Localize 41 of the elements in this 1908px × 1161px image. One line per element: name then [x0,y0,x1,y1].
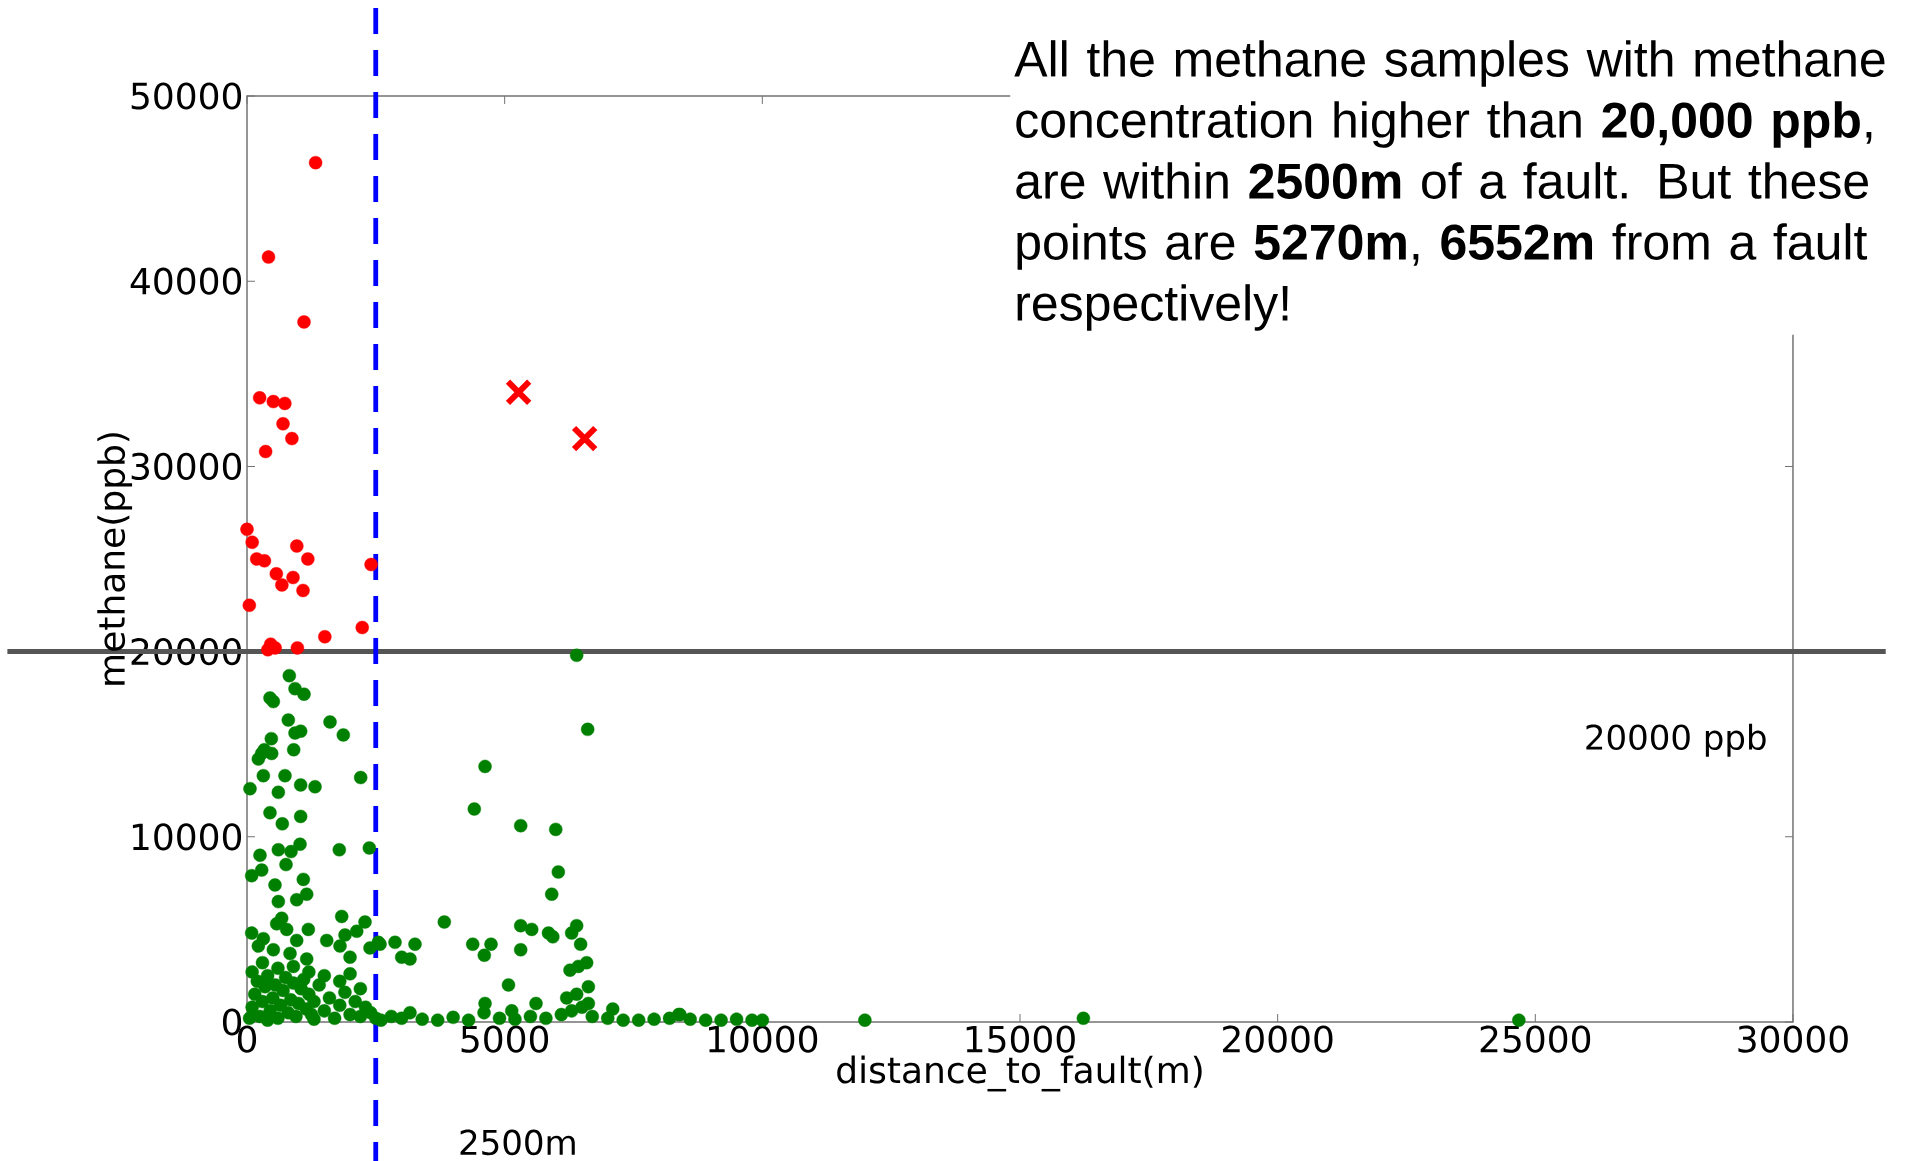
text: All the methane samples with methane concentration higher than 20,000 ppb, are within 2500m of a fault. But these points are 5270m, 6552m from a fault respectively! [1014,40,1885,331]
y-axis-title: methane(ppb) [97,433,133,685]
x-tick-label: 25000 [1480,1025,1591,1053]
point [245,535,259,550]
point [261,250,276,264]
y-tick-label: 50000 [131,82,242,110]
point [276,417,290,431]
point [258,444,273,459]
point [318,630,332,644]
x-axis-title: distance_to_fault(m) [837,1055,1202,1092]
point [261,643,275,657]
x-tick-label: 20000 [1223,1025,1333,1053]
point [296,583,310,598]
point [571,425,599,453]
x-tick-label: 10000 [709,1025,818,1053]
point [290,539,304,553]
y-tick-label: 40000 [130,267,242,295]
ref-line-label: 2500m [460,1129,575,1156]
point [278,396,292,411]
point [290,641,305,655]
point [285,431,299,446]
point [266,394,281,409]
y-tick-label: 10000 [132,823,242,851]
x-tick-label: 15000 [966,1025,1075,1053]
ref-line-label: 20000 ppb [1586,723,1766,757]
x-tick-label: 5000 [461,1025,549,1053]
point [269,567,284,581]
y-tick-label: 30000 [131,452,242,480]
point [242,598,257,612]
x-tick-label: 30000 [1738,1025,1848,1053]
point [252,391,267,405]
point [286,570,300,585]
point [297,315,311,329]
point [275,578,289,592]
point [301,552,315,566]
point [308,155,323,170]
point [240,522,254,537]
point [504,378,533,406]
point [364,557,378,572]
point [355,620,369,635]
point [257,554,272,568]
